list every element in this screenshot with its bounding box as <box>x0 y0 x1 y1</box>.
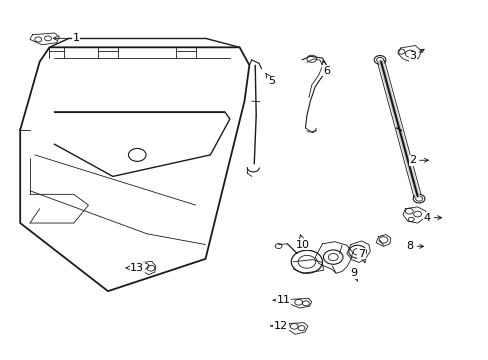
Text: 9: 9 <box>349 268 357 281</box>
Text: 1: 1 <box>53 33 80 43</box>
Text: 2: 2 <box>408 155 427 165</box>
Text: 10: 10 <box>295 235 309 249</box>
Text: 11: 11 <box>273 295 290 305</box>
Text: 4: 4 <box>423 213 441 222</box>
Text: 12: 12 <box>270 321 287 331</box>
Text: 8: 8 <box>406 241 423 251</box>
Text: 5: 5 <box>265 73 274 86</box>
Text: 13: 13 <box>126 263 144 273</box>
Text: 3: 3 <box>408 49 423 61</box>
Text: 6: 6 <box>322 61 329 76</box>
Text: 7: 7 <box>357 248 365 262</box>
